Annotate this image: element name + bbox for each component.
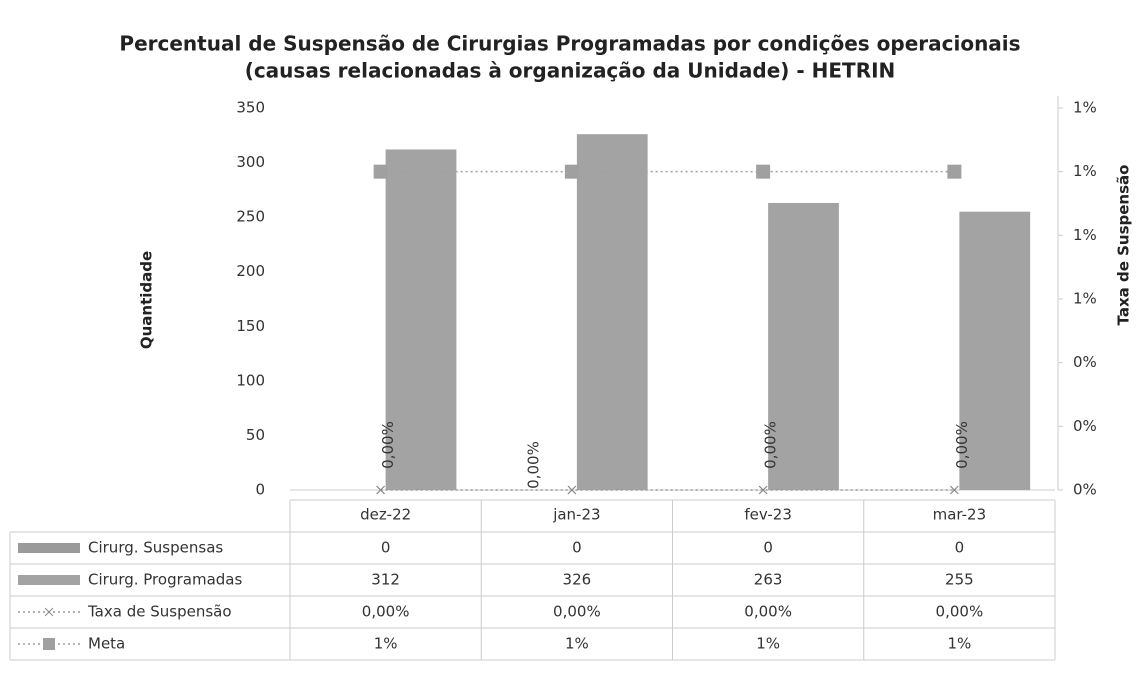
y-tick-label: 350 [236,99,265,117]
marker [373,164,388,179]
chart-title: Percentual de Suspensão de Cirurgias Pro… [119,32,1020,56]
legend-swatch [18,543,80,553]
table-value: 1% [756,635,780,653]
table-value: 0,00% [936,603,984,621]
data-label: 0,00% [762,421,780,469]
legend-label: Meta [88,635,125,653]
legend-label: Cirurg. Suspensas [88,539,223,557]
y2-tick-label: 1% [1073,162,1097,180]
table-value: 0 [381,539,391,557]
table-value: 1% [565,635,589,653]
table-value: 326 [563,571,592,589]
y-tick-label: 50 [246,426,265,444]
bar [385,149,457,490]
legend-marker [43,638,55,650]
table-value: 0 [763,539,773,557]
table-category: mar-23 [933,506,987,524]
bar [768,202,839,490]
y-tick-label: 250 [236,208,265,226]
table-category: jan-23 [552,506,600,524]
y2-tick-label: 0% [1073,481,1097,499]
y-tick-label: 100 [236,371,265,389]
legend-label: Taxa de Suspensão [87,603,232,621]
y2-tick-label: 0% [1073,417,1097,435]
data-label: 0,00% [953,421,971,469]
y2-tick-label: 1% [1073,99,1097,117]
y2-tick-label: 1% [1073,226,1097,244]
data-label: 0,00% [524,441,542,489]
table-value: 312 [371,571,400,589]
marker [758,485,768,495]
legend-label: Cirurg. Programadas [88,571,242,589]
marker [567,485,577,495]
y-tick-label: 200 [236,262,265,280]
y-tick-label: 150 [236,317,265,335]
table-value: 0 [572,539,582,557]
table-category: fev-23 [744,506,791,524]
y2-axis-title: Taxa de Suspensão [1115,165,1133,326]
marker [756,164,771,179]
y-axis-title: Quantidade [138,251,156,349]
marker [949,485,959,495]
marker [564,164,579,179]
marker [376,485,386,495]
table-value: 0 [955,539,965,557]
table-value: 0,00% [744,603,792,621]
table-value: 0,00% [553,603,601,621]
bar [576,134,648,491]
legend-marker [44,607,54,617]
table-value: 255 [945,571,974,589]
table-value: 0,00% [362,603,410,621]
table-value: 1% [374,635,398,653]
table-category: dez-22 [360,506,411,524]
bar [959,211,1031,490]
data-label: 0,00% [379,421,397,469]
chart-title: (causas relacionadas à organização da Un… [245,59,896,83]
y2-tick-label: 1% [1073,290,1097,308]
table-value: 1% [947,635,971,653]
y-tick-label: 0 [255,481,265,499]
marker [947,164,962,179]
y-tick-label: 300 [236,153,265,171]
y2-tick-label: 0% [1073,353,1097,371]
table-value: 263 [754,571,783,589]
legend-swatch [18,575,80,585]
